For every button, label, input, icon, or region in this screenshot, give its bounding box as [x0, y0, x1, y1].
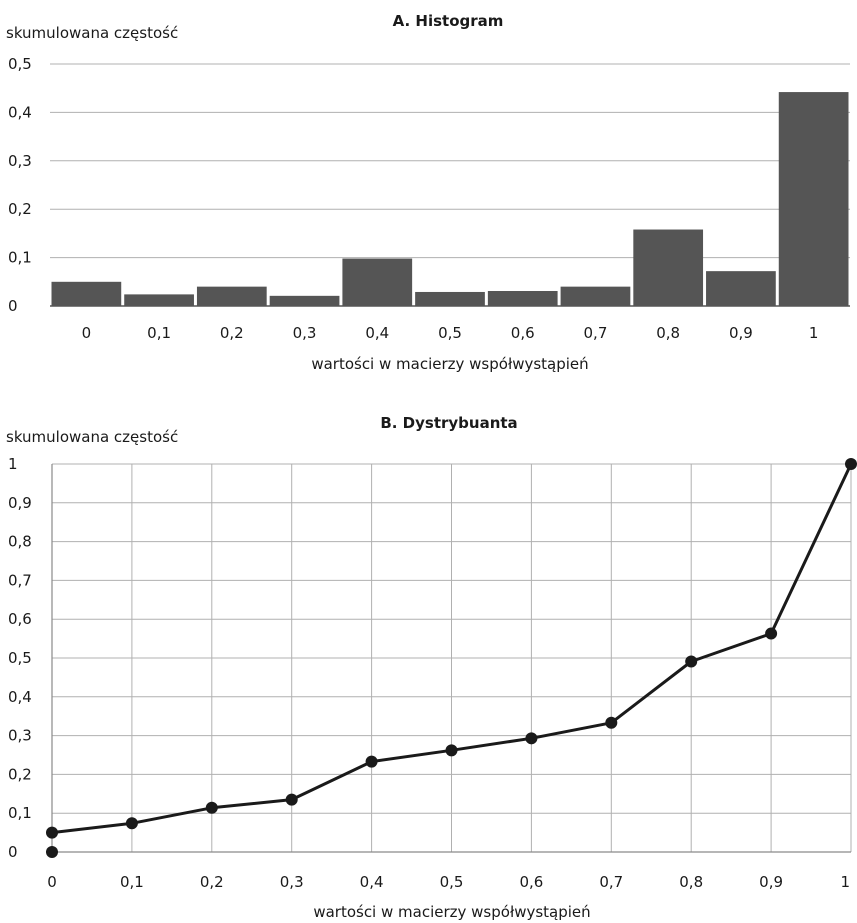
cdf-y-tick-label: 0,9	[8, 494, 32, 512]
histogram-x-tick-label: 0,3	[293, 324, 317, 342]
cdf-y-tick-label: 0,6	[8, 610, 32, 628]
cdf-title: B. Dystrybuanta	[380, 414, 517, 432]
histogram-x-tick-label: 1	[809, 324, 819, 342]
cdf-x-tick-label: 0,8	[679, 873, 703, 891]
histogram-x-ticks: 0 0,1 0,2 0,3 0,4 0,5 0,6 0,7 0,8 0,9 1	[82, 324, 819, 342]
cdf-x-tick-label: 0	[47, 873, 57, 891]
cdf-point	[46, 846, 58, 858]
histogram-bar	[778, 92, 849, 307]
histogram-x-tick-label: 0,5	[438, 324, 462, 342]
histogram-x-tick-label: 0,6	[511, 324, 535, 342]
cdf-x-tick-label: 0,2	[200, 873, 224, 891]
histogram-bar	[196, 286, 267, 306]
cdf-x-tick-label: 0,6	[519, 873, 543, 891]
histogram-y-tick-label: 0,5	[8, 55, 32, 73]
cdf-y-tick-label: 0,3	[8, 727, 32, 745]
histogram-bar	[560, 286, 631, 306]
cdf-x-tick-label: 0,1	[120, 873, 144, 891]
cdf-y-tick-label: 0,2	[8, 765, 32, 783]
cdf-x-tick-label: 0,9	[759, 873, 783, 891]
histogram-x-tick-label: 0,9	[729, 324, 753, 342]
cdf-point	[285, 793, 298, 806]
histogram-xlabel: wartości w macierzy współwystąpień	[311, 355, 588, 373]
histogram-ylabel: skumulowana częstość	[6, 24, 178, 42]
cdf-point	[445, 744, 458, 757]
cdf-point	[365, 755, 378, 768]
cdf-y-tick-label: 1	[8, 455, 18, 473]
cdf-point	[525, 732, 538, 745]
cdf-x-tick-label: 0,3	[280, 873, 304, 891]
histogram-bar	[269, 295, 340, 306]
histogram-x-tick-label: 0,7	[584, 324, 608, 342]
cdf-ylabel: skumulowana częstość	[6, 428, 178, 446]
histogram-title: A. Histogram	[393, 12, 504, 30]
cdf-point	[125, 817, 138, 830]
cdf-points	[46, 458, 857, 858]
histogram-x-tick-label: 0,8	[656, 324, 680, 342]
histogram-y-ticks: 0 0,1 0,2 0,3 0,4 0,5	[8, 55, 32, 315]
cdf-point	[685, 655, 698, 668]
histogram-y-tick-label: 0,2	[8, 200, 32, 218]
cdf-y-tick-label: 0	[8, 843, 18, 861]
histogram-y-tick-label: 0	[8, 297, 18, 315]
histogram-chart: A. Histogram skumulowana częstość wartoś…	[6, 12, 850, 373]
cdf-gridlines	[51, 463, 852, 853]
histogram-gridlines	[50, 63, 850, 307]
cdf-point	[845, 458, 857, 470]
cdf-x-tick-label: 0,7	[599, 873, 623, 891]
histogram-bar	[706, 271, 776, 306]
cdf-point	[46, 826, 58, 839]
cdf-point	[605, 716, 618, 729]
histogram-bar	[124, 294, 194, 306]
cdf-chart: B. Dystrybuanta skumulowana częstość war…	[6, 414, 857, 921]
histogram-bar	[51, 281, 122, 306]
cdf-x-tick-label: 0,4	[360, 873, 384, 891]
cdf-point	[205, 801, 218, 814]
cdf-y-tick-label: 0,8	[8, 533, 32, 551]
histogram-bar	[342, 258, 413, 306]
cdf-y-tick-label: 0,5	[8, 649, 32, 667]
histogram-bar	[633, 229, 704, 306]
histogram-bars	[51, 92, 849, 307]
cdf-xlabel: wartości w macierzy współwystąpień	[313, 903, 590, 921]
histogram-y-tick-label: 0,4	[8, 103, 32, 121]
histogram-y-tick-label: 0,1	[8, 249, 32, 267]
histogram-y-tick-label: 0,3	[8, 152, 32, 170]
cdf-y-tick-label: 0,7	[8, 571, 32, 589]
histogram-x-tick-label: 0,2	[220, 324, 244, 342]
cdf-x-tick-label: 0,5	[440, 873, 464, 891]
histogram-x-tick-label: 0	[82, 324, 92, 342]
cdf-point	[765, 627, 778, 640]
cdf-x-tick-label: 1	[840, 873, 850, 891]
histogram-x-tick-label: 0,4	[365, 324, 389, 342]
histogram-bar	[415, 291, 485, 306]
cdf-y-tick-label: 0,1	[8, 804, 32, 822]
histogram-bar	[487, 290, 558, 306]
cdf-y-tick-label: 0,4	[8, 688, 32, 706]
cdf-y-ticks: 0 0,1 0,2 0,3 0,4 0,5 0,6 0,7 0,8 0,9 1	[8, 455, 32, 861]
cdf-x-ticks: 0 0,1 0,2 0,3 0,4 0,5 0,6 0,7 0,8 0,9 1	[47, 873, 850, 891]
histogram-x-tick-label: 0,1	[147, 324, 171, 342]
